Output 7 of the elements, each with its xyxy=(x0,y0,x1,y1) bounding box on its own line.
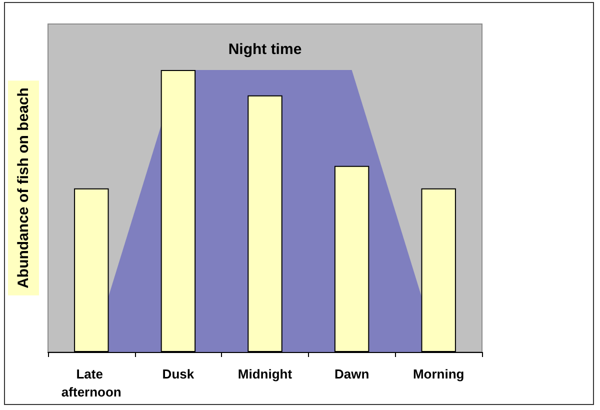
x-tick-label: Midnight xyxy=(238,366,293,382)
y-axis-title: Abundance of fish on beach xyxy=(15,88,32,288)
x-tick-label: Morning xyxy=(412,366,464,382)
series-label: Night time xyxy=(228,40,302,58)
x-tick-label: Dusk xyxy=(162,366,195,382)
x-tick-label: Late afternoon xyxy=(61,366,122,400)
x-tick-label: Dawn xyxy=(334,366,370,382)
